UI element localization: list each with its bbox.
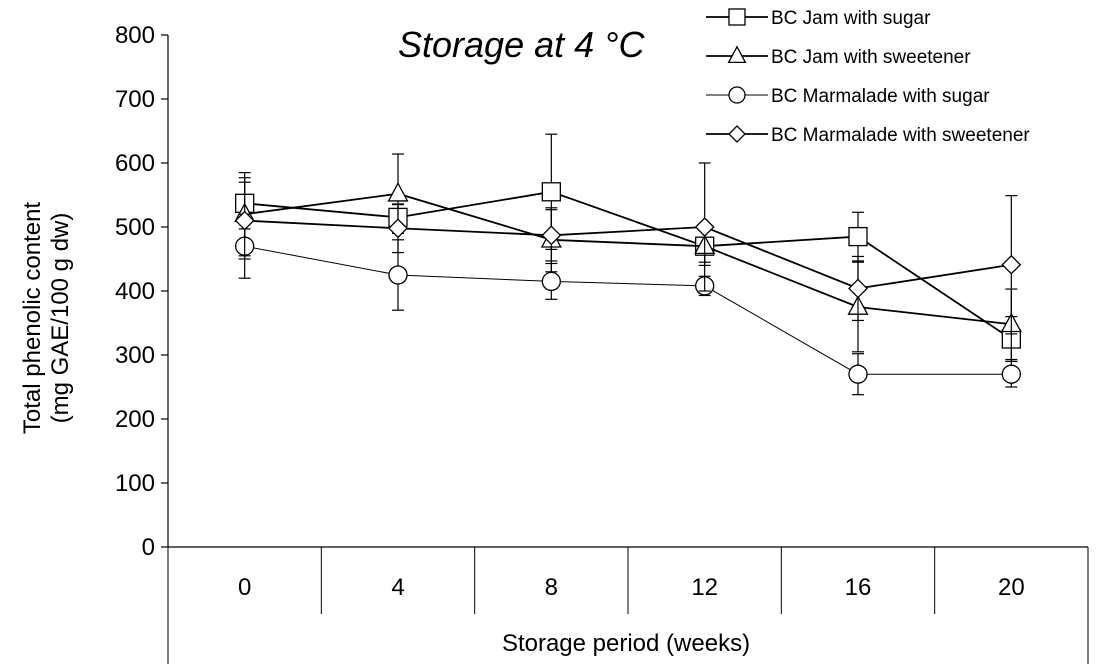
legend-label: BC Marmalade with sugar bbox=[771, 86, 990, 107]
legend: BC Jam with sugar BC Jam with sweetener BC… bbox=[706, 8, 1030, 146]
data-point bbox=[694, 217, 715, 237]
legend-item: BC Jam with sugar bbox=[706, 8, 931, 29]
y-tick-label: 700 bbox=[115, 86, 155, 113]
legend-item: BC Marmalade with sweetener bbox=[706, 125, 1030, 146]
data-point bbox=[1001, 364, 1021, 384]
legend-item: BC Jam with sweetener bbox=[706, 45, 971, 68]
y-tick-label: 0 bbox=[142, 534, 155, 561]
legend-marker-diamond-icon bbox=[728, 125, 746, 143]
legend-label: BC Jam with sugar bbox=[771, 8, 931, 29]
legend-label: BC Marmalade with sweetener bbox=[771, 125, 1030, 146]
series-square bbox=[235, 133, 1021, 362]
series-line bbox=[244, 219, 1012, 290]
y-tick-label: 400 bbox=[115, 278, 155, 305]
y-tick-label: 800 bbox=[115, 22, 155, 49]
legend-item: BC Marmalade with sugar bbox=[706, 86, 990, 107]
legend-marker-circle-icon bbox=[728, 86, 746, 104]
series-circle bbox=[235, 213, 1021, 396]
legend-label: BC Jam with sweetener bbox=[771, 47, 971, 68]
legend-marker-triangle-icon bbox=[727, 45, 747, 64]
series-line bbox=[244, 192, 1012, 326]
y-tick-label: 300 bbox=[115, 342, 155, 369]
y-tick-label: 200 bbox=[115, 406, 155, 433]
data-point bbox=[848, 364, 868, 384]
data-point bbox=[388, 265, 408, 285]
x-tick-label: 4 bbox=[391, 574, 404, 601]
x-tick-label: 0 bbox=[238, 574, 251, 601]
data-point bbox=[848, 226, 868, 247]
series-layer bbox=[234, 133, 1022, 396]
data-point bbox=[541, 182, 561, 202]
data-point bbox=[541, 225, 562, 246]
series-diamond bbox=[234, 162, 1022, 335]
x-tick-label: 20 bbox=[998, 574, 1025, 601]
data-point bbox=[388, 218, 408, 239]
data-point bbox=[848, 278, 868, 299]
series-line bbox=[244, 245, 1012, 375]
y-axis-title-line2: (mg GAE/100 g dw) bbox=[47, 213, 74, 424]
y-tick-label: 500 bbox=[115, 214, 155, 241]
data-point bbox=[387, 181, 409, 202]
x-axis-title: Storage period (weeks) bbox=[502, 630, 750, 657]
x-tick-label: 16 bbox=[845, 574, 872, 601]
data-point bbox=[1001, 254, 1022, 275]
y-axis-title: Total phenolic content (mg GAE/100 g dw) bbox=[19, 202, 74, 434]
x-tick-label: 8 bbox=[545, 574, 558, 601]
y-axis-title-line1: Total phenolic content bbox=[19, 202, 46, 434]
legend-marker-square-icon bbox=[728, 8, 746, 26]
series-line bbox=[244, 190, 1012, 340]
tick-labels: 0 100 200 300 400 500 600 700 800 0 4 8 12 16 20 bbox=[115, 22, 1025, 601]
x-tick-label: 12 bbox=[691, 574, 718, 601]
data-point bbox=[541, 271, 561, 292]
y-tick-label: 600 bbox=[115, 150, 155, 177]
y-tick-label: 100 bbox=[115, 470, 155, 497]
axes bbox=[161, 34, 1089, 664]
data-point bbox=[234, 210, 255, 231]
chart-title: Storage at 4 °C bbox=[398, 24, 646, 65]
series-triangle bbox=[234, 153, 1022, 361]
